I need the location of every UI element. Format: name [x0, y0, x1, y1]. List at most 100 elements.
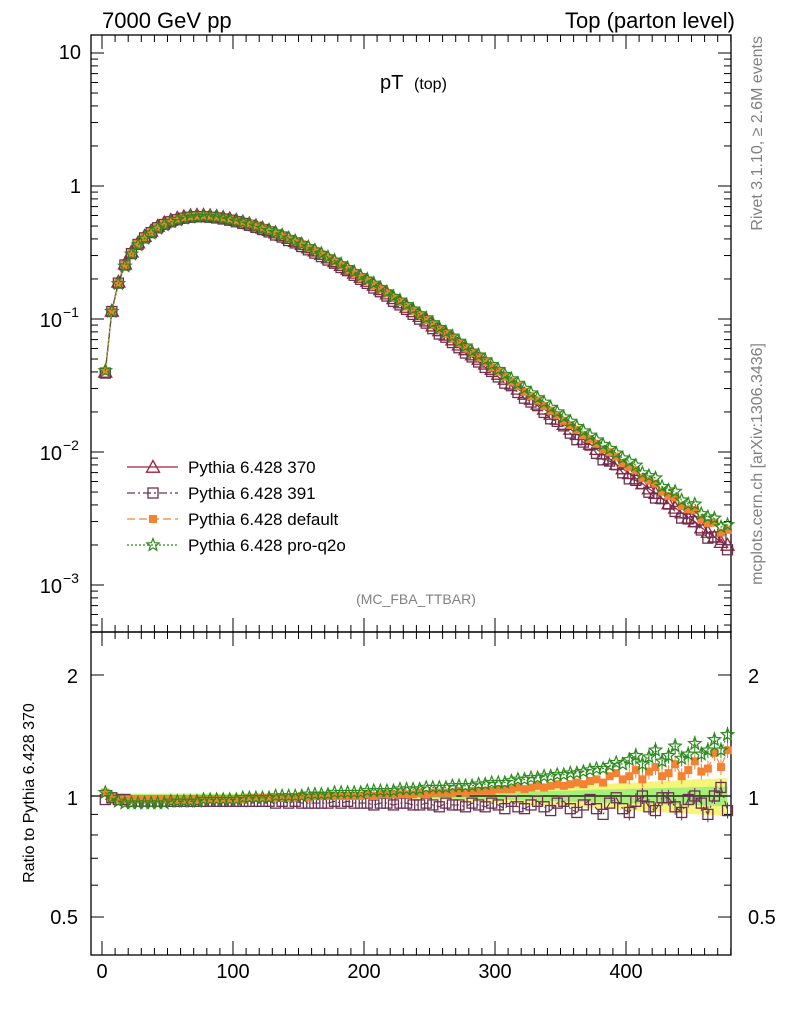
data-point-default [140, 233, 149, 242]
legend-label-proq2o: Pythia 6.428 pro-q2o [188, 536, 346, 555]
ratio-point-default [271, 793, 280, 802]
ratio-point-default [238, 795, 247, 804]
data-point-default [192, 212, 201, 221]
ratio-point-p391 [558, 795, 570, 807]
data-point-default [723, 525, 732, 534]
y-tick-exponent-1e-3: −3 [63, 570, 79, 586]
data-point-p391 [617, 467, 629, 479]
ratio-point-p391 [702, 808, 714, 821]
ratio-point-p391 [472, 799, 485, 811]
data-point-default [330, 257, 339, 266]
ratio-point-proq2o [385, 782, 402, 798]
header-left: 7000 GeV pp [102, 8, 232, 33]
data-point-proq2o [254, 220, 271, 235]
data-point-default [428, 320, 437, 329]
x-tick-label-0: 0 [96, 961, 107, 983]
ratio-point-default [225, 795, 234, 804]
ratio-point-default [703, 764, 712, 773]
ratio-point-default [396, 790, 405, 799]
ratio-point-default [625, 772, 634, 781]
ratio-point-p391 [545, 804, 557, 817]
ratio-point-p391 [492, 799, 504, 811]
ratio-point-default [310, 792, 319, 800]
ratio-point-default [553, 780, 562, 789]
ratio-point-default [232, 795, 241, 804]
ratio-point-p391 [440, 797, 452, 809]
data-point-proq2o [307, 242, 323, 257]
data-point-proq2o [667, 483, 683, 499]
data-point-default [160, 219, 169, 228]
data-point-proq2o [313, 245, 330, 261]
ratio-point-proq2o [687, 735, 703, 751]
data-point-proq2o [320, 248, 336, 264]
data-point-proq2o [267, 224, 284, 240]
data-point-default [703, 519, 712, 528]
x-tick-label-200: 200 [347, 961, 380, 983]
ratio-y-tick-1: 1 [67, 788, 78, 810]
ratio-point-default [723, 746, 732, 755]
ratio-point-proq2o [614, 756, 631, 771]
ratio-point-p391 [525, 799, 537, 811]
data-point-proq2o [359, 271, 376, 286]
ratio-point-proq2o [660, 747, 677, 763]
data-point-p391 [682, 513, 694, 525]
ratio-point-p391 [617, 803, 629, 815]
ratio-point-default [245, 793, 254, 802]
data-point-p391 [708, 531, 721, 543]
data-point-proq2o [294, 236, 310, 251]
data-point-proq2o [627, 457, 644, 472]
data-point-proq2o [660, 482, 677, 497]
ratio-point-proq2o [110, 793, 127, 808]
ratio-point-proq2o [700, 742, 716, 757]
data-point-default [369, 281, 378, 290]
header-right: Top (parton level) [565, 8, 735, 33]
y-tick-label-1e-3: 10 [40, 576, 62, 598]
data-point-default [147, 228, 156, 237]
data-point-default [409, 306, 418, 315]
data-point-proq2o [221, 211, 238, 227]
main-panel: pT (top) (MC_FBA_TTBAR) 10 1 10 −1 10 −2… [40, 34, 736, 633]
ratio-y-tick-2: 2 [67, 666, 78, 688]
ratio-line-p391 [105, 786, 729, 816]
data-point-proq2o [104, 303, 120, 319]
y-tick-label-1: 1 [70, 176, 81, 198]
ratio-point-default [448, 788, 457, 797]
legend-marker-p370 [145, 459, 161, 473]
data-point-default [664, 491, 673, 500]
data-point-default [232, 217, 241, 226]
ratio-point-p391 [551, 797, 563, 809]
ratio-point-default [317, 792, 326, 800]
data-point-proq2o [333, 255, 349, 271]
legend-label-p370: Pythia 6.428 370 [188, 458, 316, 477]
data-point-default [559, 416, 568, 425]
ratio-point-default [671, 760, 680, 769]
data-point-p391 [695, 524, 707, 536]
ratio-point-proq2o [673, 750, 690, 766]
ratio-point-default [566, 780, 575, 789]
ratio-point-p391 [433, 801, 445, 813]
ratio-point-p391 [512, 801, 524, 813]
data-point-proq2o [654, 478, 670, 494]
ratio-point-default [592, 775, 601, 784]
ratio-point-proq2o [556, 766, 572, 782]
y-tick-mantissa-1e-1: 10 [40, 310, 62, 332]
ratio-point-default [134, 795, 143, 804]
ratio-point-default [533, 781, 542, 790]
ratio-plot-frame [90, 631, 732, 956]
ratio-point-p391 [695, 797, 707, 809]
legend-marker-proq2o [145, 536, 161, 552]
data-point-default [684, 505, 693, 514]
data-point-default [363, 276, 372, 285]
data-point-default [166, 217, 175, 226]
data-point-proq2o [464, 343, 480, 358]
ratio-point-p391 [518, 803, 531, 815]
ratio-point-p391 [564, 803, 576, 815]
ratio-point-p391 [708, 790, 721, 802]
data-point-default [651, 479, 660, 488]
ratio-point-proq2o [542, 768, 559, 783]
data-point-default [618, 459, 627, 468]
data-point-proq2o [352, 267, 369, 283]
ratio-point-default [409, 790, 418, 799]
data-point-default [644, 476, 653, 485]
